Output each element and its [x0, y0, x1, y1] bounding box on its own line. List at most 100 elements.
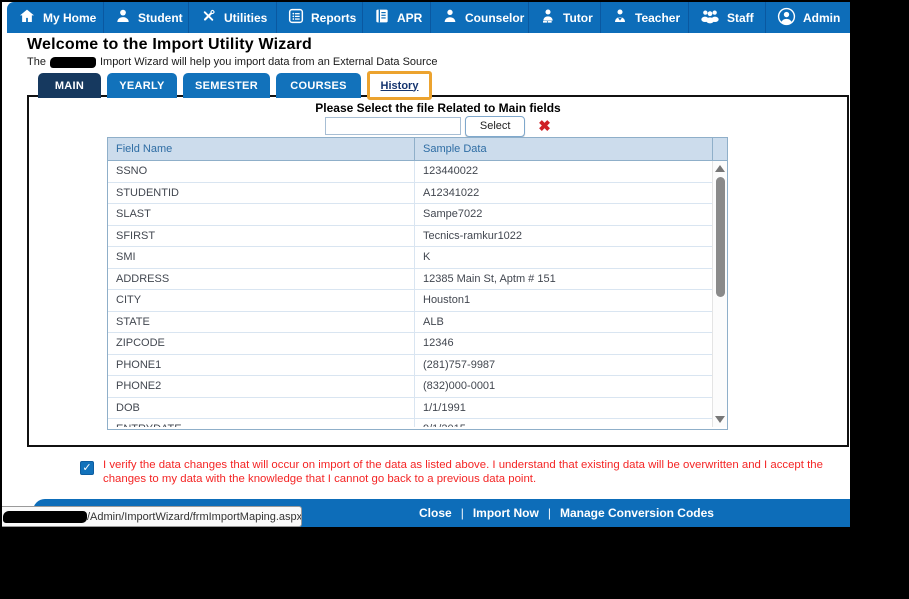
table-row[interactable]: STATE ALB	[108, 311, 727, 333]
nav-item-teacher[interactable]: Teacher	[600, 2, 688, 33]
manage-conversion-codes-button[interactable]: Manage Conversion Codes	[559, 506, 714, 520]
table-row[interactable]: ADDRESS 12385 Main St, Aptm # 151	[108, 268, 727, 290]
home-icon	[18, 8, 36, 27]
nav-item-label: My Home	[43, 10, 97, 25]
tab-main[interactable]: MAIN	[38, 73, 101, 98]
table-row[interactable]: SFIRST Tecnics-ramkur1022	[108, 225, 727, 247]
field-name-cell: SMI	[116, 251, 136, 264]
table-row[interactable]: CITY Houston1	[108, 290, 727, 312]
nav-item-label: Staff	[727, 10, 754, 25]
column-header-sample-data: Sample Data	[414, 138, 712, 160]
tab-courses[interactable]: COURSES	[276, 73, 361, 98]
import-mapping-panel: Please Select the file Related to Main f…	[27, 95, 849, 447]
top-navbar: My Home Student Utilities Reports APR Co…	[7, 2, 850, 33]
nav-item-tutor[interactable]: Tutor	[528, 2, 600, 33]
table-header-row: Field Name Sample Data	[108, 138, 727, 161]
redaction-mark	[49, 56, 96, 68]
nav-item-reports[interactable]: Reports	[276, 2, 362, 33]
nav-item-staff[interactable]: Staff	[688, 2, 765, 33]
footer-separator: |	[460, 506, 464, 520]
verify-checkbox[interactable]: ✓	[80, 461, 94, 475]
admin-icon	[777, 7, 796, 29]
nav-item-label: Counselor	[465, 10, 525, 25]
student-icon	[115, 8, 131, 27]
sample-data-cell: 9/1/2015	[414, 419, 712, 427]
nav-item-label: Student	[138, 10, 183, 25]
select-file-button[interactable]: Select	[465, 115, 526, 137]
sample-data-cell: ALB	[414, 311, 712, 332]
scroll-down-icon[interactable]	[715, 416, 725, 423]
sample-data-cell: (832)000-0001	[414, 376, 712, 397]
field-name-cell: PHONE1	[116, 358, 162, 371]
table-scrollbar[interactable]	[712, 161, 727, 427]
nav-item-label: Reports	[311, 10, 357, 25]
scrollbar-thumb[interactable]	[715, 177, 725, 297]
tab-history-highlight-box[interactable]: History	[367, 71, 432, 100]
field-name-cell: STUDENTID	[116, 186, 179, 199]
staff-group-icon	[700, 8, 720, 27]
sample-data-cell: Houston1	[414, 290, 712, 311]
file-select-label: Please Select the file Related to Main f…	[315, 101, 561, 115]
field-name-cell: DOB	[116, 401, 140, 414]
field-name-cell: ENTRYDATE	[108, 419, 414, 427]
tab-yearly[interactable]: YEARLY	[107, 73, 177, 98]
import-now-button[interactable]: Import Now	[472, 506, 539, 520]
sample-data-cell: Tecnics-ramkur1022	[414, 225, 712, 246]
field-name-cell: PHONE2	[116, 380, 162, 393]
tab-semester[interactable]: SEMESTER	[183, 73, 270, 98]
table-body: SSNO 123440022 STUDENTID A12341022 SLAST Sa…	[108, 161, 727, 427]
field-name-cell: SLAST	[116, 208, 151, 221]
nav-item-student[interactable]: Student	[103, 2, 188, 33]
table-row[interactable]: SMI K	[108, 247, 727, 269]
clear-file-x-icon[interactable]: ✖	[538, 117, 551, 135]
scroll-up-icon[interactable]	[715, 165, 725, 172]
verify-statement-text: I verify the data changes that will occu…	[103, 459, 823, 485]
status-url-path: /Admin/ImportWizard/frmImportMaping.aspx…	[87, 510, 301, 523]
table-row[interactable]: SSNO 123440022	[108, 161, 727, 183]
field-name-cell: STATE	[116, 315, 150, 328]
table-row[interactable]: PHONE2 (832)000-0001	[108, 376, 727, 398]
tab-history[interactable]: History	[380, 79, 419, 92]
nav-item-my-home[interactable]: My Home	[7, 2, 103, 33]
utilities-icon	[200, 8, 217, 27]
table-row[interactable]: PHONE1 (281)757-9987	[108, 354, 727, 376]
field-name-cell: SFIRST	[116, 229, 156, 242]
close-button[interactable]: Close	[419, 506, 452, 520]
table-row[interactable]: SLAST Sampe7022	[108, 204, 727, 226]
nav-item-label: Teacher	[635, 10, 681, 25]
table-header-scrollbar-cell	[712, 138, 727, 160]
redaction-scribble	[3, 510, 87, 523]
footer-actions: Close | Import Now | Manage Conversion C…	[283, 499, 850, 527]
nav-item-label: Utilities	[224, 10, 268, 25]
verify-section: ✓ I verify the data changes that will oc…	[80, 458, 842, 486]
nav-item-utilities[interactable]: Utilities	[188, 2, 276, 33]
sample-data-cell: 12346	[414, 333, 712, 354]
table-row[interactable]: ZIPCODE 12346	[108, 333, 727, 355]
nav-item-label: Admin	[803, 10, 841, 25]
sample-data-cell: 123440022	[414, 161, 712, 182]
column-header-field-name: Field Name	[116, 143, 173, 155]
file-select-row: Select ✖	[29, 114, 847, 138]
table-row[interactable]: STUDENTID A12341022	[108, 182, 727, 204]
nav-item-label: APR	[397, 10, 423, 25]
footer-separator: |	[547, 506, 551, 520]
browser-status-url: /Admin/ImportWizard/frmImportMaping.aspx…	[2, 506, 302, 527]
wizard-tabs: MAIN YEARLY SEMESTER COURSES History	[38, 69, 432, 100]
page-subtitle: The Import Wizard will help you import d…	[27, 56, 437, 68]
field-name-cell: ZIPCODE	[116, 337, 165, 350]
sample-data-cell: (281)757-9987	[414, 354, 712, 375]
table-row[interactable]: ENTRYDATE9/1/2015	[108, 419, 727, 427]
counselor-icon	[442, 8, 458, 27]
nav-item-counselor[interactable]: Counselor	[430, 2, 528, 33]
sample-data-cell: 1/1/1991	[414, 397, 712, 418]
checkmark-icon: ✓	[82, 462, 92, 474]
teacher-icon	[612, 8, 628, 27]
nav-item-apr[interactable]: APR	[362, 2, 430, 33]
field-name-cell: CITY	[116, 294, 142, 307]
field-name-cell: ADDRESS	[116, 272, 170, 285]
table-row[interactable]: DOB 1/1/1991	[108, 397, 727, 419]
file-path-input[interactable]	[325, 117, 462, 135]
nav-item-admin[interactable]: Admin	[765, 2, 850, 33]
sample-data-cell: 12385 Main St, Aptm # 151	[414, 268, 712, 289]
